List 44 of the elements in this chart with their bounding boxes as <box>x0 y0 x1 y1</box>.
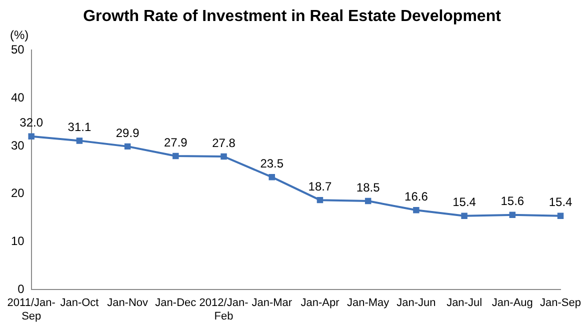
y-tick-label: 20 <box>10 186 25 200</box>
point <box>172 152 179 160</box>
x-tick-label: Jan-Mar <box>252 297 292 310</box>
text: 32.0 <box>20 116 44 130</box>
text: 18.7 <box>308 179 332 194</box>
x-tick-label: Jan-Oct <box>60 297 99 310</box>
text: 31.1 <box>68 120 92 134</box>
x-tick-label: Jan-Jul <box>446 297 482 310</box>
y-tick-label: 40 <box>10 90 25 104</box>
point <box>316 196 324 204</box>
x-tick-label: Jan-Sep <box>540 297 582 310</box>
point <box>461 212 468 219</box>
y-axis-title: (%) <box>10 28 29 42</box>
text: 27.8 <box>212 136 236 150</box>
y-tick-label: 30 <box>10 138 25 152</box>
y-tick-label: 0 <box>18 282 25 296</box>
text: 23.5 <box>260 156 284 170</box>
x-tick-label: Jan-May <box>346 297 390 310</box>
x-tick-label: 2011/Jan-Sep <box>7 297 56 322</box>
point <box>413 207 420 214</box>
x-tick-label: Jan-Dec <box>155 297 197 310</box>
x-tick-label: Jan-Jun <box>396 297 436 310</box>
point <box>509 212 516 218</box>
text: 15.4 <box>548 195 572 210</box>
x-tick-label: Jan-Nov <box>107 297 149 310</box>
text: 16.6 <box>404 189 428 204</box>
point <box>268 174 275 180</box>
point <box>76 138 83 144</box>
text: 29.9 <box>116 126 140 140</box>
text: 18.5 <box>356 180 380 194</box>
point <box>124 143 131 150</box>
x-tick-label: Jan-Aug <box>492 297 533 310</box>
text: 15.4 <box>452 195 476 210</box>
text: 27.9 <box>164 135 188 150</box>
y-tick-label: 10 <box>10 234 25 248</box>
text: 15.6 <box>500 194 524 208</box>
point <box>364 198 372 204</box>
chart-title: Growth Rate of Investment in Real Estate Development <box>82 8 502 26</box>
point <box>28 133 34 140</box>
x-tick-label: 2012/Jan-Feb <box>199 297 249 322</box>
point <box>557 212 564 219</box>
x-tick-label: Jan-Apr <box>300 297 340 310</box>
point <box>220 153 227 160</box>
y-tick-label: 50 <box>10 42 25 57</box>
